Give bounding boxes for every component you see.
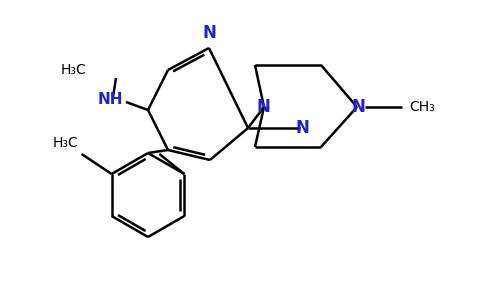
Text: CH₃: CH₃ [409, 100, 435, 114]
Text: H₃C: H₃C [53, 136, 78, 150]
Text: H₃C: H₃C [60, 63, 86, 77]
Text: NH: NH [97, 92, 123, 106]
Text: N: N [351, 98, 365, 116]
Text: N: N [256, 98, 270, 116]
Text: N: N [202, 24, 216, 42]
Text: N: N [295, 119, 309, 137]
